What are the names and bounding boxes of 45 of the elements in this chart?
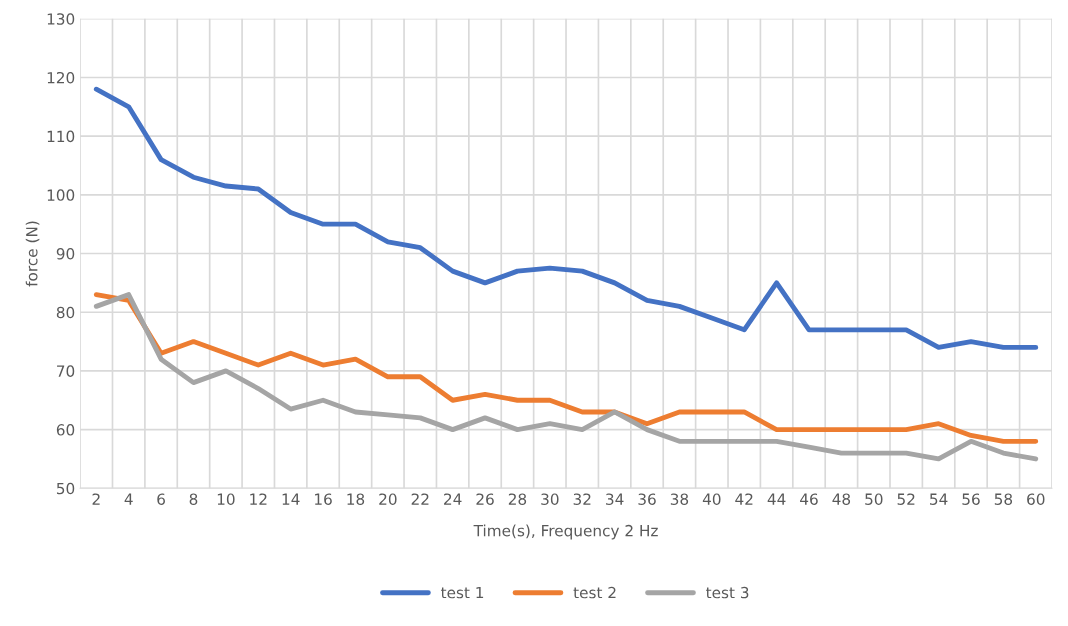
x-tick-label: 18 [347, 493, 365, 505]
x-tick-label: 34 [606, 493, 624, 505]
legend-label: test 2 [573, 586, 616, 599]
y-tick-label: 100 [47, 189, 75, 201]
x-tick-label: 28 [508, 493, 527, 505]
legend-label: test 1 [441, 586, 484, 599]
x-tick-label: 60 [1027, 493, 1045, 505]
y-tick-label: 110 [47, 130, 75, 143]
x-tick-label: 22 [411, 493, 429, 505]
x-tick-label: 30 [541, 493, 559, 505]
y-axis-title: force (N) [25, 221, 40, 287]
y-tick-label: 80 [56, 306, 75, 319]
x-tick-label: 2 [92, 493, 100, 505]
x-tick-label: 54 [930, 493, 948, 505]
x-tick-label: 14 [282, 493, 300, 505]
y-tick-label: 130 [47, 13, 75, 25]
y-tick-label: 120 [47, 71, 75, 84]
x-tick-label: 44 [767, 493, 786, 505]
legend-label: test 3 [706, 586, 749, 599]
y-tick-label: 70 [57, 365, 75, 377]
x-tick-label: 46 [800, 493, 818, 505]
x-tick-label: 40 [702, 493, 721, 505]
y-tick-label: 60 [56, 424, 75, 436]
x-tick-label: 26 [476, 493, 494, 505]
x-tick-label: 24 [444, 493, 462, 505]
x-tick-label: 12 [250, 493, 267, 505]
x-tick-label: 48 [832, 493, 851, 505]
x-tick-label: 36 [638, 493, 656, 505]
x-tick-label: 4 [124, 493, 133, 505]
x-tick-label: 56 [962, 493, 980, 505]
x-tick-label: 20 [379, 493, 397, 505]
x-tick-label: 52 [897, 493, 915, 505]
x-tick-label: 42 [735, 493, 753, 505]
x-tick-label: 6 [157, 493, 165, 505]
line-series [93, 86, 1039, 350]
x-tick-label: 38 [670, 493, 689, 505]
x-tick-label: 32 [573, 493, 591, 505]
y-tick-label: 50 [56, 482, 75, 495]
x-tick-label: 58 [994, 493, 1013, 505]
x-tick-label: 16 [315, 493, 332, 505]
x-tick-label: 8 [189, 493, 198, 505]
x-tick-label: 50 [865, 493, 883, 505]
x-tick-label: 10 [217, 493, 235, 505]
y-tick-label: 90 [56, 248, 75, 260]
x-axis-title: Time(s), Frequency 2 Hz [473, 524, 658, 540]
